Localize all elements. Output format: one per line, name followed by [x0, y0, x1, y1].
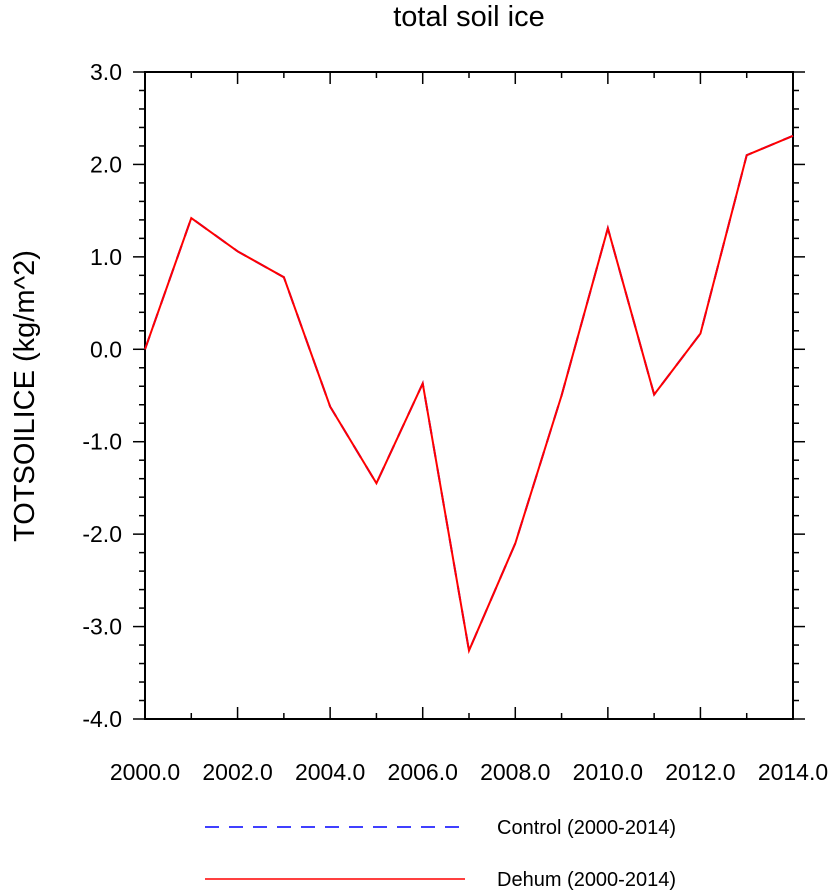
y-axis-label: TOTSOILICE (kg/m^2)	[9, 250, 41, 542]
legend-label-control: Control (2000-2014)	[497, 817, 676, 839]
x-tick-label: 2004.0	[295, 759, 365, 785]
axis-ticks	[133, 71, 805, 720]
series-line-control	[144, 134, 794, 655]
x-tick-label: 2006.0	[388, 759, 458, 785]
y-tick-label: -1.0	[82, 429, 122, 455]
chart-title: total soil ice	[393, 1, 545, 33]
legend: Control (2000-2014) Dehum (2000-2014)	[205, 817, 676, 891]
legend-label-dehum: Dehum (2000-2014)	[497, 869, 676, 891]
x-tick-label: 2010.0	[573, 759, 643, 785]
x-tick-labels: 2000.0 2002.0 2004.0 2006.0 2008.0 2010.0 2012…	[110, 759, 828, 785]
x-tick-label: 2014.0	[758, 759, 828, 785]
series-lines	[144, 134, 794, 655]
series-line-dehum	[144, 134, 794, 655]
y-tick-label: -3.0	[82, 614, 122, 640]
y-tick-label: -4.0	[82, 706, 122, 732]
x-tick-label: 2012.0	[665, 759, 735, 785]
y-tick-label: 3.0	[90, 59, 122, 85]
y-tick-label: 2.0	[90, 151, 122, 177]
x-tick-label: 2002.0	[202, 759, 272, 785]
x-tick-label: 2000.0	[110, 759, 180, 785]
y-tick-label: -2.0	[82, 521, 122, 547]
x-tick-label: 2008.0	[480, 759, 550, 785]
y-tick-labels: 3.0 2.0 1.0 0.0 -1.0 -2.0 -3.0 -4.0	[82, 59, 122, 732]
y-tick-label: 1.0	[90, 244, 122, 270]
plot-frame	[144, 71, 794, 720]
y-tick-label: 0.0	[90, 336, 122, 362]
